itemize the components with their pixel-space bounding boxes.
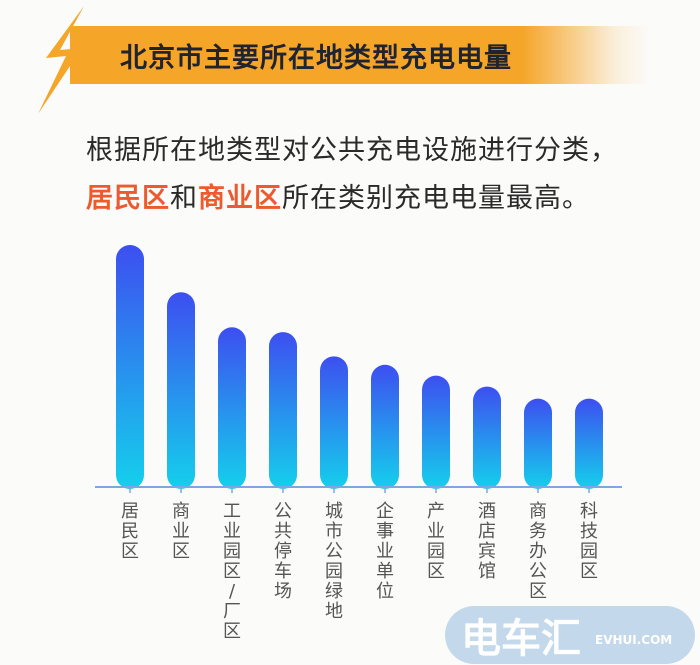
title-banner [70,26,650,84]
x-tick-label: 工业园区/厂区 [223,501,241,642]
x-tick-label: 居民区 [121,501,139,562]
x-tick-label: 公共停车场 [274,501,292,602]
bar [320,356,348,489]
highlight-commercial: 商业区 [198,183,282,214]
bar [167,292,195,489]
subtitle-conjunction: 和 [170,183,198,214]
watermark-logo: 电车汇 EVHUI.COM [445,606,695,664]
highlight-residential: 居民区 [86,183,170,214]
bar [473,386,501,489]
bar [575,398,603,489]
subtitle-line-2: 居民区和商业区所在类别充电电量最高。 [86,176,590,215]
bar [116,245,144,489]
svg-text:EVHUI.COM: EVHUI.COM [595,633,672,647]
bar [269,332,297,489]
x-tick-label: 酒店宾馆 [478,501,496,582]
x-tick-label: 商务办公区 [529,501,547,602]
bar [524,398,552,489]
x-tick-label: 城市公园绿地 [325,501,343,622]
x-tick-label: 商业区 [172,501,190,562]
bar [218,327,246,489]
x-tick-label: 科技园区 [580,501,598,582]
bar [422,375,450,489]
svg-text:电车汇: 电车汇 [461,616,581,662]
x-tick-label: 产业园区 [427,501,445,582]
bar [371,364,399,489]
page-title: 北京市主要所在地类型充电电量 [120,43,512,74]
x-tick-label: 企事业单位 [376,501,394,602]
subtitle-line-1: 根据所在地类型对公共充电设施进行分类， [86,135,618,166]
subtitle-ending: 所在类别充电电量最高。 [282,183,590,214]
